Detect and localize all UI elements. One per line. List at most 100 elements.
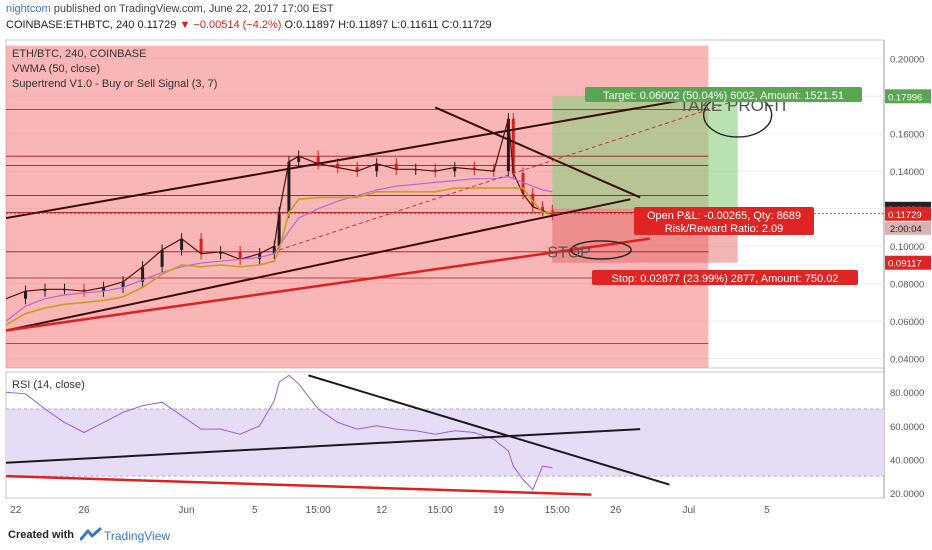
tradingview-logo-icon — [80, 527, 102, 541]
candle-body — [24, 291, 28, 299]
author-link[interactable]: nightcom — [6, 3, 51, 15]
candle-body — [43, 289, 47, 292]
candle-body — [287, 161, 291, 213]
candle-body — [541, 206, 545, 211]
created-with-label: Created with — [8, 529, 75, 541]
symbol-label: COINBASE:ETHBTC, 240 — [6, 19, 135, 31]
projection-dashed-line — [279, 99, 738, 251]
time-tick-label: 12 — [376, 505, 388, 516]
candle-body — [180, 238, 184, 250]
candle-body — [316, 156, 320, 164]
price-tick-label: 0.14000 — [890, 167, 924, 178]
candle-body — [160, 249, 164, 267]
countdown-text: 2:00:04 — [890, 224, 922, 235]
candle-body — [511, 118, 515, 174]
ohlc-close: C:0.11729 — [441, 19, 492, 31]
candle-body — [199, 238, 203, 254]
candle-body — [550, 210, 554, 215]
time-tick-label: 5 — [764, 505, 770, 516]
open-pnl-text: Open P&L: -0.00265, Qty: 8689 — [647, 210, 801, 222]
stop-circle — [570, 240, 632, 260]
symbol-row: COINBASE:ETHBTC, 240 0.11729 ▼ −0.00514 … — [6, 19, 492, 31]
legend-vwma: VWMA (50, close) — [12, 63, 101, 75]
candle-body — [258, 253, 262, 260]
candle-body — [277, 212, 281, 247]
candle-body — [375, 163, 379, 172]
stop-word-label: STOP — [547, 244, 590, 261]
candle-body — [453, 167, 457, 172]
stop-text: Stop: 0.02877 (23.99%) 2877, Amount: 750… — [612, 273, 839, 285]
candle-body — [219, 251, 223, 254]
candle-body — [336, 163, 340, 168]
publish-header: nightcom published on TradingView.com, J… — [0, 0, 932, 36]
time-tick-label: 15:00 — [428, 505, 453, 516]
ohlc-low: L:0.11611 — [391, 19, 439, 31]
stop-price-tag — [885, 255, 931, 270]
down-arrow-icon: ▼ — [179, 19, 191, 31]
last-price-tag — [885, 206, 931, 221]
target-price-tag-text: 0.17996 — [888, 92, 922, 103]
open-pnl-text: Risk/Reward Ratio: 2.09 — [665, 223, 784, 235]
tradingview-brand[interactable]: TradingView — [104, 529, 171, 543]
price-tick-label: 0.04000 — [890, 355, 924, 366]
candle-body — [506, 118, 510, 172]
countdown-tag — [885, 221, 931, 235]
rsi-tick-label: 80.0000 — [890, 388, 924, 399]
channel-bottom-line — [5, 198, 631, 332]
candle-body — [102, 287, 106, 292]
rsi-tick-label: 40.0000 — [890, 455, 924, 466]
price-tick-label: 0.16000 — [890, 130, 924, 141]
resistance-line — [434, 106, 641, 199]
time-tick-label: Jun — [178, 505, 194, 516]
time-tick-label: 5 — [252, 505, 258, 516]
price-change: −0.00514 (−4.2%) — [193, 19, 282, 31]
supertrend-line — [5, 187, 553, 326]
rsi-support-line — [5, 428, 641, 464]
candle-body — [272, 246, 276, 254]
candle-body — [121, 281, 125, 288]
support-line — [5, 237, 651, 332]
price-tick-label: 0.20000 — [890, 55, 924, 66]
candle-body — [82, 289, 86, 292]
candle-body — [472, 167, 476, 170]
open-pnl-box — [634, 207, 814, 235]
time-tick-label: 15:00 — [545, 505, 570, 516]
stop-box — [592, 270, 858, 285]
candle-body — [355, 167, 359, 172]
legend-rsi: RSI (14, close) — [12, 379, 85, 391]
time-tick-label: 26 — [78, 505, 90, 516]
candle-body — [297, 156, 301, 162]
rsi-line — [5, 374, 553, 491]
legend-supertrend: Supertrend V1.0 - Buy or Sell Signal (3,… — [12, 78, 218, 90]
candle-body — [394, 163, 398, 170]
candle-body — [521, 173, 525, 194]
rsi-red-line — [5, 474, 592, 496]
profit-zone — [552, 96, 738, 209]
legend-symbol: ETH/BTC, 240, COINBASE — [12, 48, 147, 60]
price-tick-label: 0.08000 — [890, 280, 924, 291]
price-tick-label: 0.10000 — [890, 242, 924, 253]
target-text: Target: 0.06002 (50.04%) 6002, Amount: 1… — [603, 90, 844, 102]
time-tick-label: 22 — [10, 505, 22, 516]
rsi-tick-label: 20.0000 — [890, 489, 924, 500]
time-tick-label: Jul — [682, 505, 695, 516]
candle-body — [238, 251, 242, 260]
rsi-band — [6, 408, 884, 477]
time-tick-label: 19 — [493, 505, 505, 516]
price-tick-label: 0.06000 — [890, 317, 924, 328]
candle-body — [433, 169, 437, 172]
target-price-tag — [885, 89, 931, 104]
stop-price-tag-text: 0.09117 — [888, 259, 922, 270]
rsi-resistance-line — [308, 374, 670, 486]
price-line — [5, 118, 553, 300]
ohlc-open: O:0.11897 — [284, 19, 336, 31]
last-price-tag-text: 0.11729 — [888, 210, 922, 221]
candle-body — [141, 266, 145, 282]
time-tick-label: 26 — [610, 505, 622, 516]
footer: Created with TradingView — [0, 520, 932, 550]
published-text: published on TradingView.com, June 22, 2… — [53, 3, 334, 15]
rsi-tick-label: 60.0000 — [890, 422, 924, 433]
channel-top-line — [5, 89, 738, 220]
ohlc-high: H:0.11897 — [338, 19, 389, 31]
